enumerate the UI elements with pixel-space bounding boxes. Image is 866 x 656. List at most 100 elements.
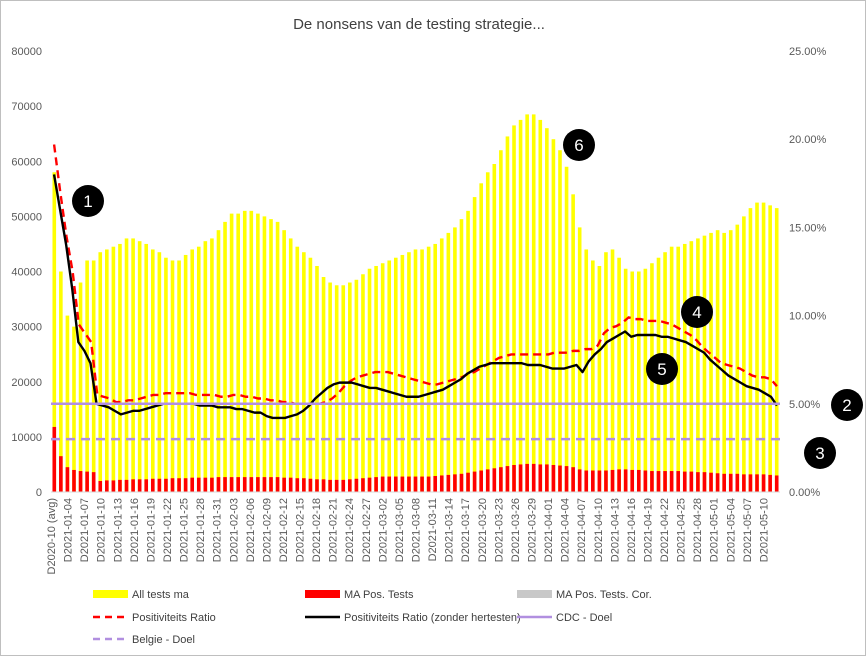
all-tests-ma-bar [446,232,451,492]
all-tests-ma-bar [742,216,746,493]
ma-pos-tests-bar [183,478,188,492]
x-tick-label: D2021-01-16 [129,498,141,562]
ma-pos-tests-bar [512,464,516,492]
x-tick-label: D2020-10 (avg) [46,498,58,574]
ma-pos-tests-bar [229,477,234,492]
x-tick-label: D2021-03-14 [444,498,456,562]
x-tick-label: D2021-02-06 [245,498,257,562]
ma-pos-tests-bar [426,476,431,492]
all-tests-ma-bar [439,238,444,492]
all-tests-ma-bar [735,224,740,492]
all-tests-ma-bar [466,210,470,493]
all-tests-ma-bar [52,172,57,492]
ma-pos-tests-bar [466,472,470,492]
ma-pos-tests-bar [597,470,602,492]
all-tests-ma-bar [551,139,556,492]
y-right-tick-label: 5.00% [789,399,820,411]
x-tick-label: D2021-05-07 [742,498,754,562]
ma-pos-tests-bar [709,472,713,492]
all-tests-ma-bar [157,252,162,492]
ma-pos-tests-bar [118,479,122,492]
all-tests-ma-bar [426,246,431,492]
x-tick-label: D2021-02-21 [328,498,340,562]
ma-pos-tests-bar [571,467,575,492]
all-tests-ma-bar [183,254,188,492]
all-tests-ma-bar [604,252,608,492]
ma-pos-tests-bar [78,471,83,492]
x-tick-label: D2021-03-20 [477,498,489,562]
all-tests-ma-bar [696,238,700,492]
ma-pos-tests-bar [85,471,89,492]
ma-pos-tests-bar [610,469,615,492]
all-tests-ma-bar [748,208,753,493]
ma-pos-tests-bar [111,480,116,492]
annotation-marker: 3 [804,437,836,469]
x-tick-label: D2021-03-17 [460,498,472,562]
x-tick-label: D2021-04-07 [576,498,588,562]
all-tests-ma-bar [564,166,569,492]
all-tests-ma-bar [354,279,359,492]
ma-pos-tests-bar [295,478,300,492]
all-tests-ma-bar [774,208,779,493]
ma-pos-tests-bar [735,473,740,492]
all-tests-ma-bar [78,282,83,492]
annotation-circle [831,389,863,421]
ma-pos-tests-bar [577,469,582,492]
ma-pos-tests-bar [249,477,254,492]
all-tests-ma-bar [256,213,260,492]
ma-pos-tests-bar [210,477,214,492]
all-tests-ma-bar [131,238,135,492]
legend-item: CDC - Doel [517,612,612,624]
all-tests-ma-bar [144,243,149,492]
all-tests-ma-bar [105,249,109,492]
ma-pos-tests-bar [302,478,306,492]
ma-pos-tests-bar [72,469,76,492]
all-tests-ma-bar [413,249,418,492]
all-tests-ma-bar [676,246,681,492]
ma-pos-tests-bar [545,464,549,492]
all-tests-ma-bar [479,183,483,493]
all-tests-ma-bar [111,246,116,492]
y-left-tick-label: 0 [36,487,42,499]
ma-pos-tests-bar [275,477,280,492]
all-tests-ma-bar [85,260,89,492]
ma-pos-tests-bar [479,470,483,492]
ma-pos-tests-bar [203,477,208,492]
y-left-tick-label: 80000 [11,46,42,58]
ma-pos-tests-bar [374,477,378,492]
ma-pos-tests-bar [636,469,641,492]
all-tests-ma-bar [229,213,234,492]
all-tests-ma-bar [203,241,208,492]
all-tests-ma-bar [407,252,411,492]
all-tests-ma-bar [380,263,385,492]
ma-pos-tests-bar [453,474,457,492]
x-tick-label: D2021-04-22 [659,498,671,562]
all-tests-ma-bar [610,249,615,492]
ma-pos-tests-bar [387,476,392,492]
x-tick-label: D2021-04-04 [560,498,572,562]
ma-pos-tests-bar [190,477,195,492]
legend-label: MA Pos. Tests [344,589,414,601]
lines-group [51,144,780,441]
y-left-tick-label: 70000 [11,101,42,113]
bars-group [52,114,779,493]
all-tests-ma-bar [558,150,562,492]
ma-pos-tests-bar [722,473,726,492]
y-right-tick-label: 15.00% [789,222,827,234]
all-tests-ma-bar [512,125,516,493]
all-tests-ma-bar [505,136,510,492]
ma-pos-tests-bar [315,479,319,492]
ma-pos-tests-bar [439,475,444,492]
ma-pos-tests-bar [216,477,221,492]
all-tests-ma-bar [59,271,63,492]
all-tests-ma-bar [98,252,103,492]
ma-pos-tests-bar [242,477,247,492]
all-tests-ma-bar [755,202,759,492]
x-tick-label: D2021-01-19 [145,498,157,562]
legend-item: Positiviteits Ratio [93,612,216,624]
ma-pos-tests-bar [755,474,759,492]
all-tests-ma-bar [453,227,457,492]
legend-item: MA Pos. Tests [305,589,414,601]
ma-pos-tests-bar [748,474,753,492]
